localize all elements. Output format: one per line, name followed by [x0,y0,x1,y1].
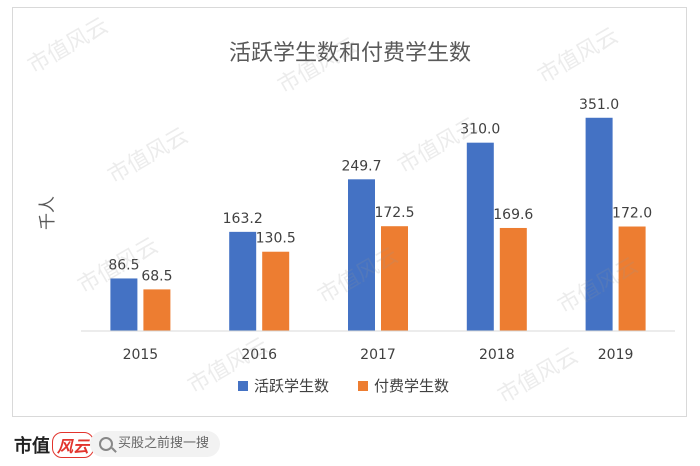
legend-item-paid: 付费学生数 [358,377,449,395]
legend-label-active: 活跃学生数 [254,377,329,395]
search-icon [99,437,113,451]
x-tick-label-2016: 2016 [241,347,277,363]
ticks-layer: 2015 2016 2017 2018 2019 [123,347,634,363]
x-tick-label-2015: 2015 [123,347,159,363]
search-label: 买股之前搜一搜 [118,436,210,451]
bar-active-2019 [585,117,613,331]
brand-script: 风云 [52,432,95,458]
brand-main: 市值 [14,436,50,457]
data-label-paid-2015: 68.5 [141,268,172,284]
legend-swatch-paid [358,381,368,391]
brand-logo: 市值 风云 [14,432,95,458]
chart-title: 活跃学生数和付费学生数 [229,41,471,66]
bars-layer [110,117,646,331]
chart-frame: 活跃学生数和付费学生数 千人 86.5 68.5 163.2 130.5 249.7 17… [12,7,687,417]
data-label-paid-2018: 169.6 [493,207,533,223]
x-tick-label-2017: 2017 [360,347,396,363]
search-button[interactable]: 买股之前搜一搜 [90,431,220,457]
data-label-paid-2019: 172.0 [612,206,652,222]
bar-chart: 活跃学生数和付费学生数 千人 86.568.5 163.2 130.5 249.7 17… [38,41,675,395]
footer: 市值 风云 买股之前搜一搜 [0,420,700,466]
bar-active-2018 [466,142,494,331]
bar-paid-2016 [262,251,290,331]
data-label-paid-2016: 130.5 [256,231,296,247]
y-axis-label: 千人 [38,196,58,230]
legend-label-paid: 付费学生数 [374,377,449,395]
data-label-active-2018: 310.0 [460,122,500,138]
legend-swatch-active [238,381,248,391]
bar-paid-2017 [381,226,408,331]
data-label-paid-2017: 172.5 [374,205,414,221]
bar-active-2015 [110,278,138,331]
data-label-active-2016: 163.2 [223,211,263,227]
data-label-active-2017: 249.7 [341,158,381,174]
labels-layer: 86.568.5 163.2 130.5 249.7 172.5 310.0 169.6 35… [108,97,652,285]
legend-item-active: 活跃学生数 [238,377,329,395]
bar-paid-2018 [499,227,527,331]
bar-paid-2019 [618,226,646,331]
legend: 活跃学生数 付费学生数 [238,377,449,395]
x-tick-label-2018: 2018 [479,347,515,363]
bar-active-2016 [229,231,257,331]
data-label-active-2015: 86.5 [108,257,139,273]
data-label-active-2019: 351.0 [579,97,619,113]
x-tick-label-2019: 2019 [598,347,634,363]
bar-paid-2015 [143,289,171,331]
bar-active-2017 [348,179,375,331]
